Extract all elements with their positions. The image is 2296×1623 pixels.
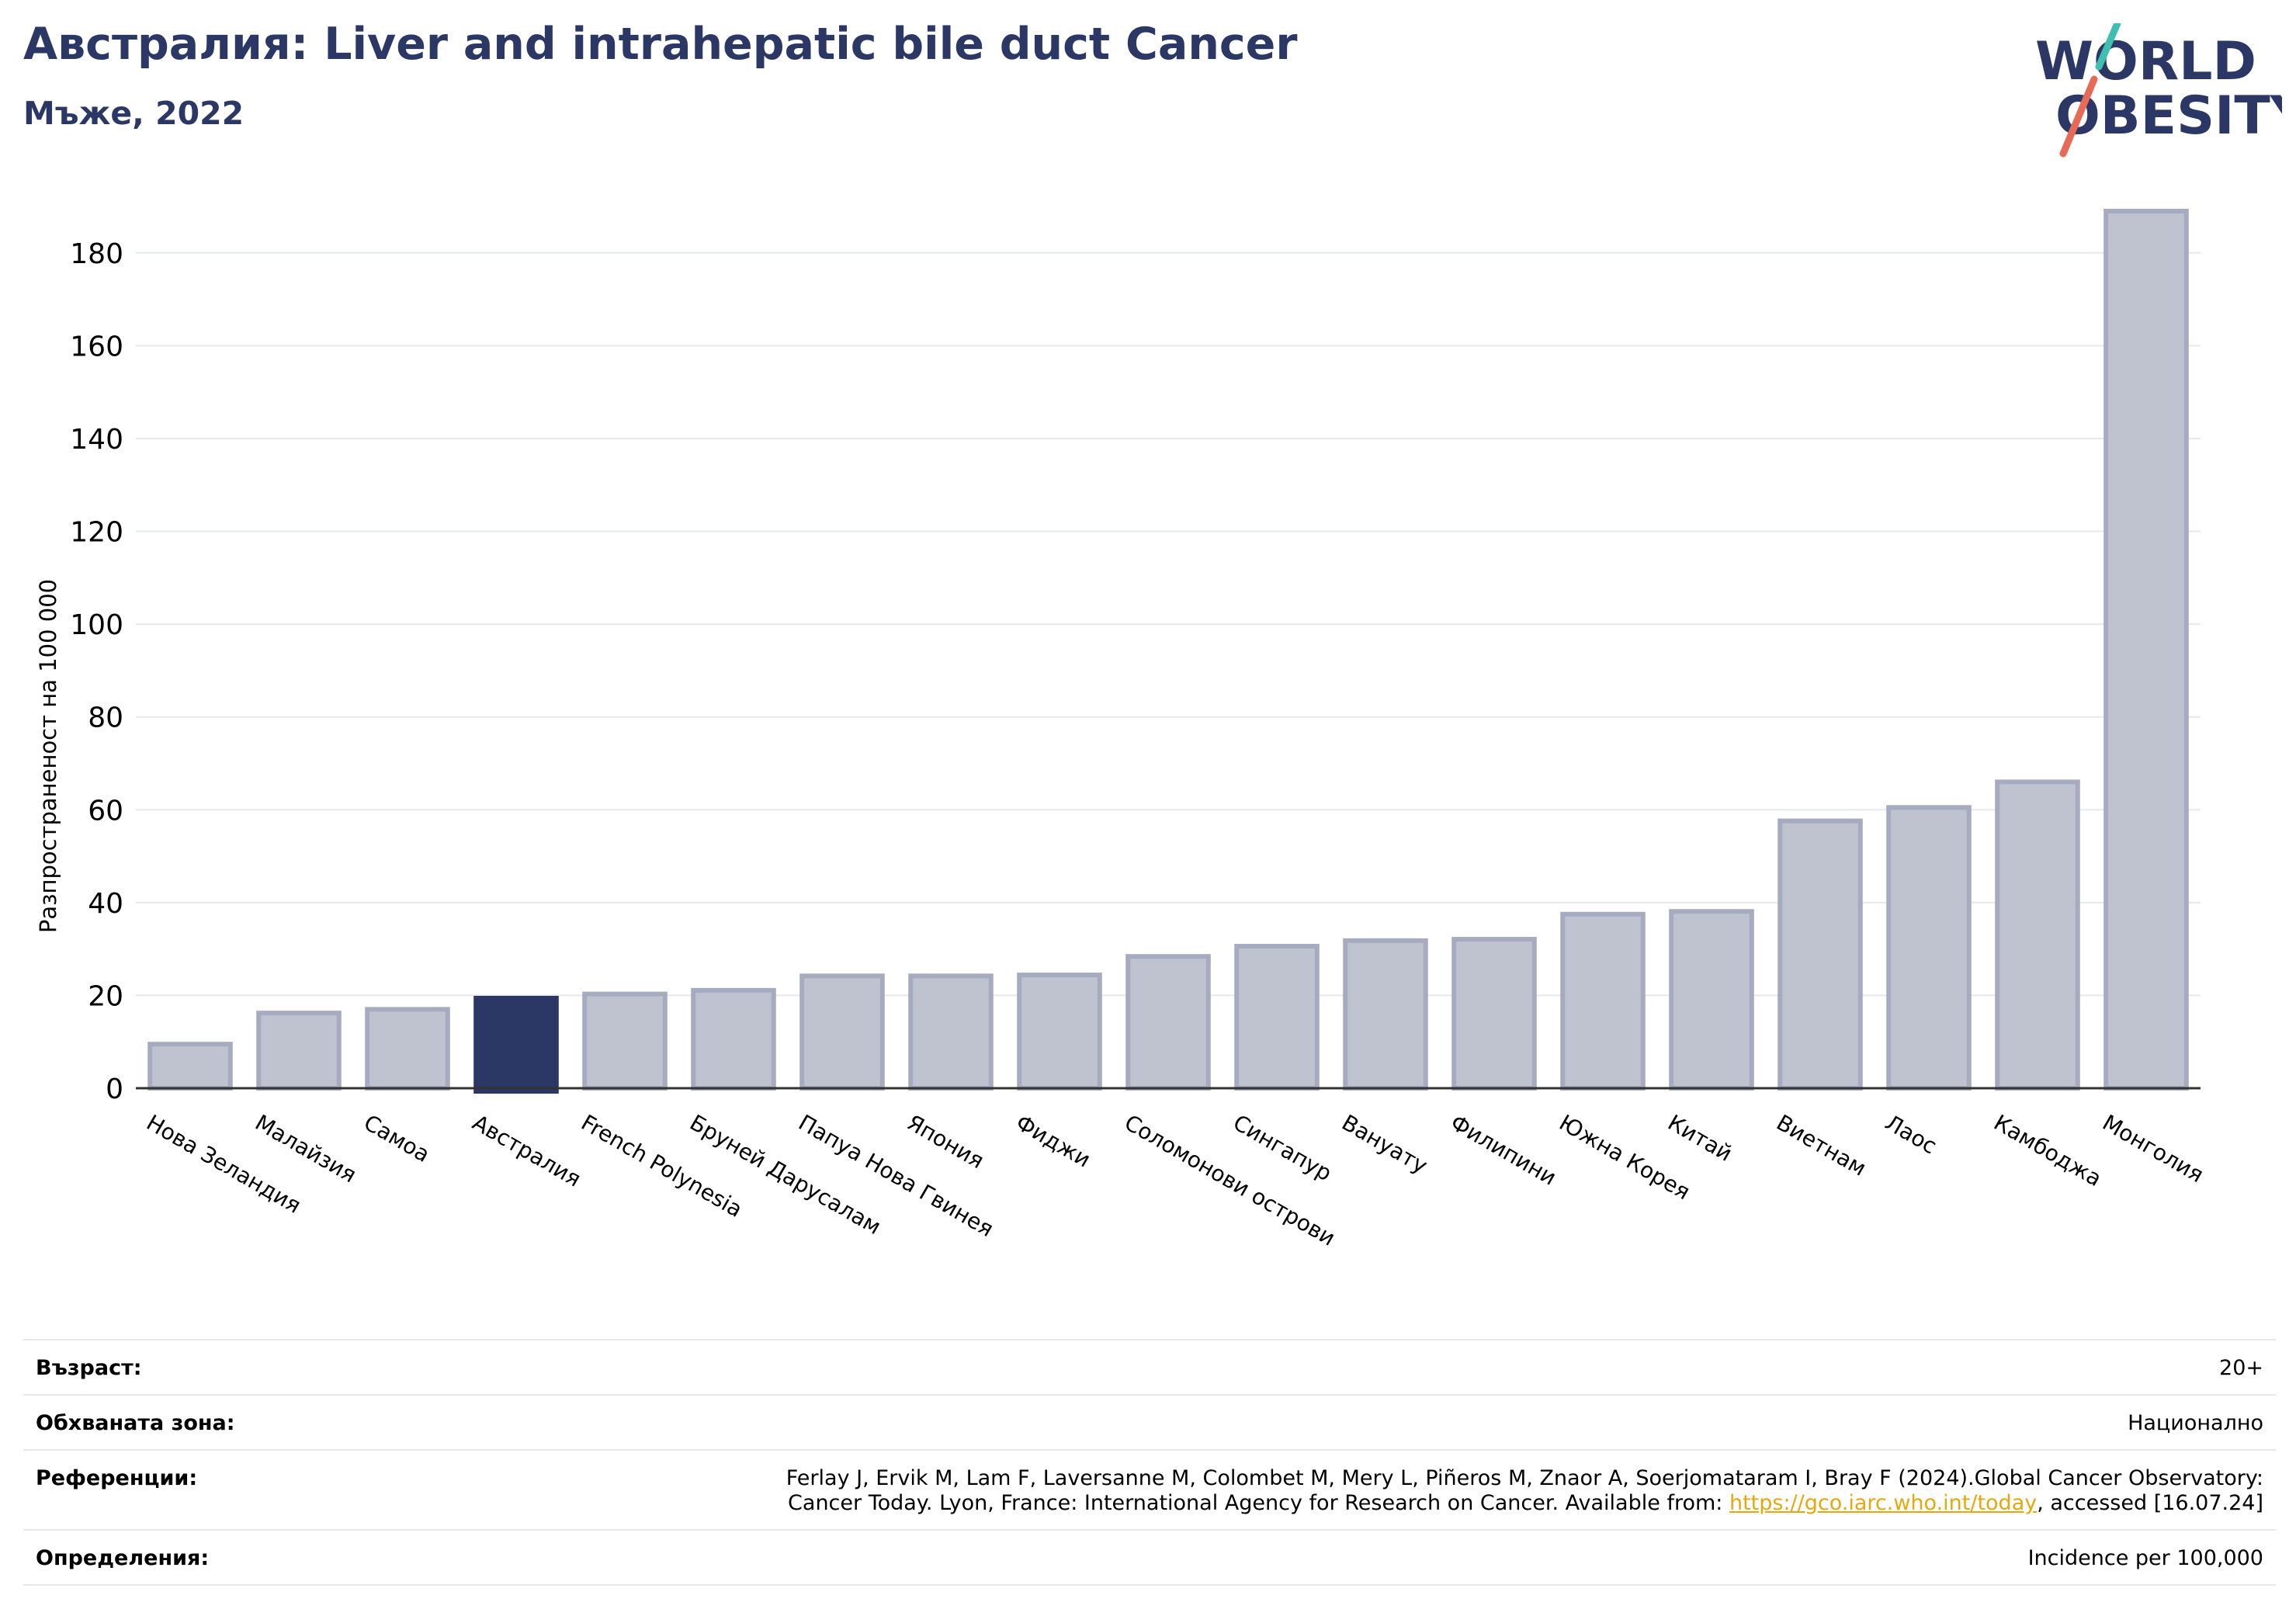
chart-title: Австралия: Liver and intrahepatic bile d… — [23, 19, 1298, 70]
bar — [799, 973, 885, 1091]
chart-subtitle: Мъже, 2022 — [23, 95, 245, 132]
bar — [691, 987, 776, 1091]
bar — [1017, 973, 1102, 1091]
x-tick-label: Бруней Дарусалам — [685, 1109, 886, 1240]
references-line-1: Ferlay J, Ervik M, Lam F, Laversanne M, … — [786, 1466, 2263, 1490]
x-tick-label: Австралия — [468, 1109, 585, 1191]
bars — [147, 208, 2189, 1094]
y-tick-label: 140 — [70, 424, 123, 456]
area-label: Обхваната зона: — [23, 1394, 359, 1450]
y-tick-label: 180 — [70, 238, 123, 270]
y-tick-label: 60 — [88, 795, 123, 827]
bar — [1234, 944, 1320, 1091]
info-row-age: Възраст: 20+ — [23, 1339, 2276, 1395]
bar — [1886, 805, 1972, 1091]
bar — [1669, 909, 1754, 1091]
bar — [147, 1042, 233, 1091]
y-tick-label: 100 — [70, 609, 123, 641]
bar-highlighted — [473, 996, 559, 1094]
y-tick-label: 120 — [70, 517, 123, 549]
x-tick-label: Китай — [1663, 1109, 1736, 1166]
bar — [1995, 779, 2080, 1091]
x-tick-label: Вануату — [1337, 1109, 1432, 1178]
x-tick-label: Папуа Нова Гвинея — [794, 1109, 997, 1242]
info-row-references: Референции: Ferlay J, Ervik M, Lam F, La… — [23, 1449, 2276, 1530]
y-axis-label: Разпространеност на 100 000 — [35, 579, 61, 933]
x-tick-label: Япония — [903, 1109, 988, 1174]
world-obesity-logo: WORLD OBESITY — [2035, 23, 2282, 158]
references-value: Ferlay J, Ervik M, Lam F, Laversanne M, … — [359, 1449, 2276, 1530]
info-row-definitions: Определения: Incidence per 100,000 — [23, 1529, 2276, 1586]
x-tick-label: Лаос — [1881, 1109, 1941, 1159]
y-axis-ticks: 0 20 40 60 80 100 120 140 160 180 — [70, 238, 123, 1105]
bar — [1560, 911, 1646, 1091]
bar — [365, 1007, 450, 1091]
y-tick-label: 0 — [106, 1073, 123, 1105]
bar — [908, 973, 994, 1091]
y-tick-label: 80 — [88, 702, 123, 734]
logo-word-world: WORLD — [2035, 31, 2256, 92]
references-line-2-start: Cancer Today. Lyon, France: Internationa… — [788, 1491, 1729, 1515]
y-tick-label: 40 — [88, 888, 123, 920]
definitions-label: Определения: — [23, 1529, 359, 1586]
references-line-2-end: , accessed [16.07.24] — [2037, 1491, 2263, 1515]
logo-word-obesity: OBESITY — [2055, 85, 2282, 147]
logo-slash-teal — [2095, 23, 2121, 71]
info-table: Възраст: 20+ Обхваната зона: Национално … — [23, 1339, 2276, 1586]
info-row-area: Обхваната зона: Национално — [23, 1394, 2276, 1450]
bar — [1777, 818, 1863, 1091]
age-label: Възраст: — [23, 1339, 359, 1395]
x-tick-label: Виетнам — [1772, 1109, 1871, 1181]
x-tick-label: Филипини — [1446, 1109, 1561, 1190]
logo-slash-coral — [2059, 75, 2098, 158]
bar — [256, 1011, 342, 1091]
y-tick-label: 160 — [70, 331, 123, 362]
bar — [2104, 208, 2189, 1091]
definitions-value: Incidence per 100,000 — [359, 1529, 2276, 1586]
x-tick-label: Фиджи — [1011, 1109, 1095, 1172]
bar — [582, 991, 668, 1091]
x-tick-label: Монголия — [2098, 1109, 2208, 1188]
references-link[interactable]: https://gco.iarc.who.int/today — [1729, 1491, 2038, 1515]
y-tick-label: 20 — [88, 980, 123, 1012]
x-tick-label: Самоа — [359, 1109, 434, 1167]
area-value: Национално — [359, 1394, 2276, 1450]
bar — [1343, 938, 1428, 1091]
x-tick-label: Камбоджа — [1989, 1109, 2106, 1191]
references-label: Референции: — [23, 1449, 359, 1530]
bar — [1125, 954, 1211, 1091]
bar — [1451, 937, 1537, 1091]
age-value: 20+ — [359, 1339, 2276, 1395]
